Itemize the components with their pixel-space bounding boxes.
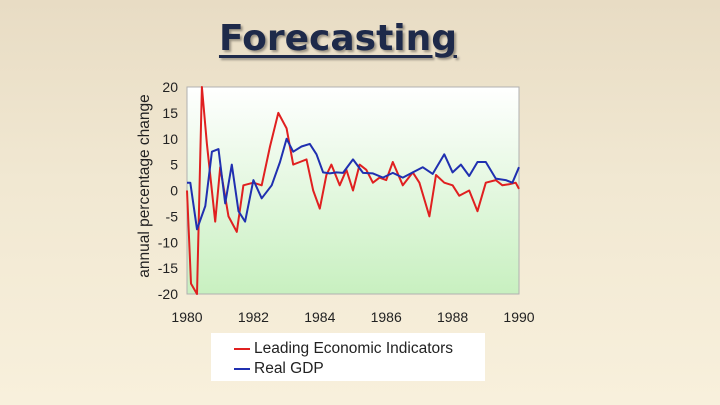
y-tick-label: 0	[170, 183, 178, 199]
y-tick-label: -10	[158, 234, 178, 250]
y-axis: 20 15 10 5 0 -5 -10 -15 -20	[158, 79, 178, 302]
y-tick-label: -20	[158, 286, 178, 302]
legend-swatch-leading-indicators	[234, 348, 250, 350]
y-axis-label: annual percentage change	[136, 94, 153, 278]
legend: Leading Economic Indicators Real GDP	[211, 333, 485, 381]
x-tick-label: 1986	[371, 309, 402, 325]
legend-label-leading-indicators: Leading Economic Indicators	[254, 340, 454, 357]
slide-title: Forecasting	[218, 18, 458, 59]
legend-item-leading-indicators: Leading Economic Indicators	[211, 339, 453, 359]
x-tick-label: 1990	[503, 309, 534, 325]
x-tick-label: 1982	[238, 309, 269, 325]
series-lines	[186, 86, 520, 295]
x-tick-label: 1980	[171, 309, 202, 325]
legend-swatch-real-gdp	[234, 368, 250, 370]
y-tick-label: -15	[158, 260, 178, 276]
y-tick-label: 20	[162, 79, 178, 95]
legend-item-real-gdp: Real GDP	[211, 359, 324, 379]
legend-label-real-gdp: Real GDP	[254, 360, 324, 377]
y-tick-label: 10	[162, 131, 178, 147]
y-tick-label: -5	[166, 208, 179, 224]
x-tick-label: 1984	[304, 309, 335, 325]
series-line-real-gdp	[187, 137, 520, 231]
x-axis: 1980 1982 1984 1986 1988 1990	[171, 309, 534, 325]
y-tick-label: 15	[162, 105, 178, 121]
x-tick-label: 1988	[437, 309, 468, 325]
y-tick-label: 5	[170, 157, 178, 173]
